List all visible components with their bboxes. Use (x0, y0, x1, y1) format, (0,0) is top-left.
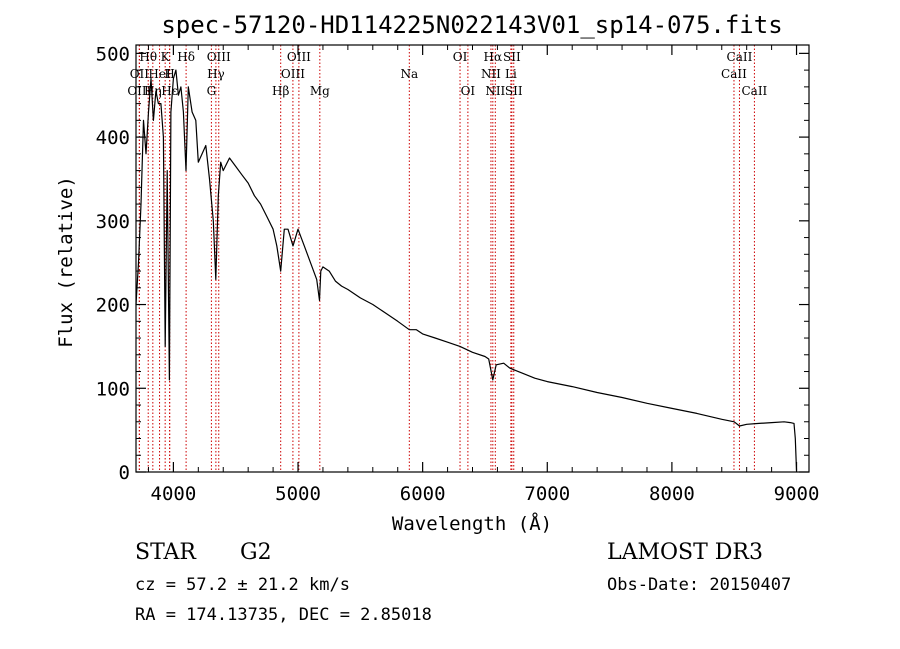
emission-line-label: CaII (727, 50, 753, 64)
y-axis-ticks: 0 100 200 300 400 500 (96, 43, 809, 484)
x-tick-label: 7000 (524, 483, 570, 505)
emission-line-label: Hη (144, 84, 162, 98)
emission-line-label: OIII (127, 84, 151, 98)
y-tick-label: 0 (119, 462, 130, 484)
emission-line-label: SII (503, 50, 521, 64)
emission-line-label: Hα (484, 50, 503, 64)
x-tick-label: 8000 (649, 483, 695, 505)
emission-line-label: SII (505, 84, 523, 98)
emission-line-label: OI (453, 50, 468, 64)
chart-title: spec-57120-HD114225N022143V01_sp14-075.f… (161, 11, 782, 39)
emission-line-label: OIII (281, 67, 305, 81)
x-axis-ticks: 4000 5000 6000 7000 8000 9000 (147, 45, 820, 505)
emission-line-label: H (164, 67, 174, 81)
emission-line-label: CaII (721, 67, 747, 81)
emission-line-label: OII (130, 67, 150, 81)
y-tick-label: 400 (96, 127, 130, 149)
emission-line-label: OIII (207, 50, 231, 64)
emission-line-label: NII (485, 84, 505, 98)
x-tick-label: 4000 (151, 483, 197, 505)
emission-line-label: Li (505, 67, 517, 81)
x-axis-label: Wavelength (Å) (392, 512, 552, 535)
survey-name: LAMOST DR3 (607, 540, 763, 565)
emission-line-label: Hβ (272, 84, 289, 98)
emission-line-label: Na (400, 67, 418, 81)
emission-line-label: Hε (161, 84, 178, 98)
observation-date: Obs-Date: 20150407 (607, 575, 791, 595)
object-subclass: G2 (240, 540, 272, 565)
y-tick-label: 500 (96, 43, 130, 65)
plot-frame (135, 44, 810, 473)
emission-line-label: K (161, 50, 171, 64)
spectrum-line (135, 69, 798, 471)
x-tick-label: 5000 (275, 483, 321, 505)
emission-line-label: HeI (148, 67, 171, 81)
redshift-value: cz = 57.2 ± 21.2 km/s (135, 575, 350, 595)
emission-line-label: CaII (741, 84, 767, 98)
emission-line-label: Hθ (139, 50, 157, 64)
y-tick-label: 300 (96, 211, 130, 233)
object-class: STAR (135, 540, 197, 565)
emission-line-label: G (207, 84, 217, 98)
coordinates: RA = 174.13735, DEC = 2.85018 (135, 605, 432, 625)
emission-line-label: OI (461, 84, 476, 98)
y-tick-label: 100 (96, 378, 130, 400)
spectrum-series (135, 69, 798, 471)
emission-line-label: OIII (287, 50, 311, 64)
emission-line-label: Mg (310, 84, 330, 98)
emission-line-label: Hγ (207, 67, 225, 81)
emission-line-label: Hδ (177, 50, 195, 64)
emission-line-markers (138, 45, 755, 472)
y-tick-label: 200 (96, 295, 130, 317)
x-tick-label: 9000 (774, 483, 820, 505)
x-tick-label: 6000 (400, 483, 446, 505)
emission-line-label: NII (481, 67, 501, 81)
y-axis-label: Flux (relative) (55, 176, 77, 348)
